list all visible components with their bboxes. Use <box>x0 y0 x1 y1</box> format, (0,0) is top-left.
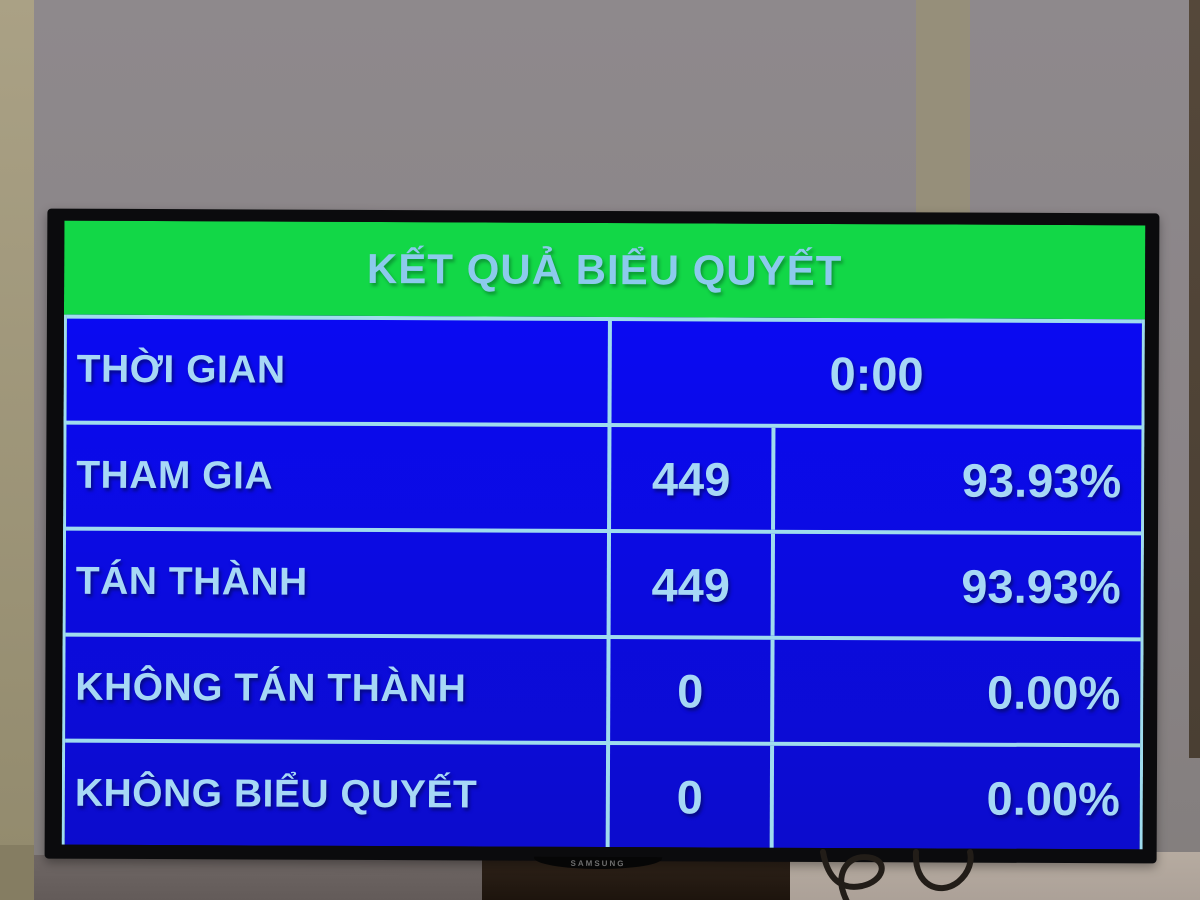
row-value: 0 <box>605 745 771 848</box>
row-percent: 93.93% <box>770 533 1141 638</box>
voting-board-screen: KẾT QUẢ BIỂU QUYẾT THỜI GIAN 0:00 THAM GIA… <box>61 220 1146 850</box>
wall-corner-strip <box>0 0 34 852</box>
row-percent: 0.00% <box>769 745 1141 850</box>
board-header: KẾT QUẢ BIỂU QUYẾT <box>63 220 1146 320</box>
wall-right-dark-strip <box>1189 0 1200 758</box>
row-label: THỜI GIAN <box>76 347 286 392</box>
board-title: KẾT QUẢ BIỂU QUYẾT <box>366 244 843 295</box>
row-percent: 93.93% <box>771 427 1142 532</box>
wall-pillar-strip <box>916 0 970 216</box>
table-row: TÁN THÀNH 449 93.93% <box>65 526 1142 638</box>
floor-left-strip <box>0 845 34 900</box>
row-label: THAM GIA <box>76 453 274 498</box>
row-label: KHÔNG BIỂU QUYẾT <box>74 771 478 817</box>
row-value: 449 <box>606 427 772 530</box>
table-row: KHÔNG TÁN THÀNH 0 0.00% <box>65 632 1141 744</box>
row-label: KHÔNG TÁN THÀNH <box>75 665 467 711</box>
row-label: TÁN THÀNH <box>75 559 308 604</box>
row-percent: 0.00% <box>770 639 1141 744</box>
row-value: 0 <box>605 639 771 742</box>
table-row: THAM GIA 449 93.93% <box>66 420 1142 532</box>
table-row: KHÔNG BIỂU QUYẾT 0 0.00% <box>64 738 1141 850</box>
tv-frame: KẾT QUẢ BIỂU QUYẾT THỜI GIAN 0:00 THAM GIA… <box>44 208 1160 870</box>
board-table: THỜI GIAN 0:00 THAM GIA 449 93.93% TÁN THÀNH 4… <box>61 314 1145 850</box>
surface-below-tv-left <box>34 855 482 900</box>
row-value: 0:00 <box>607 321 1142 426</box>
row-value: 449 <box>606 533 772 636</box>
table-row: THỜI GIAN 0:00 <box>66 314 1142 426</box>
